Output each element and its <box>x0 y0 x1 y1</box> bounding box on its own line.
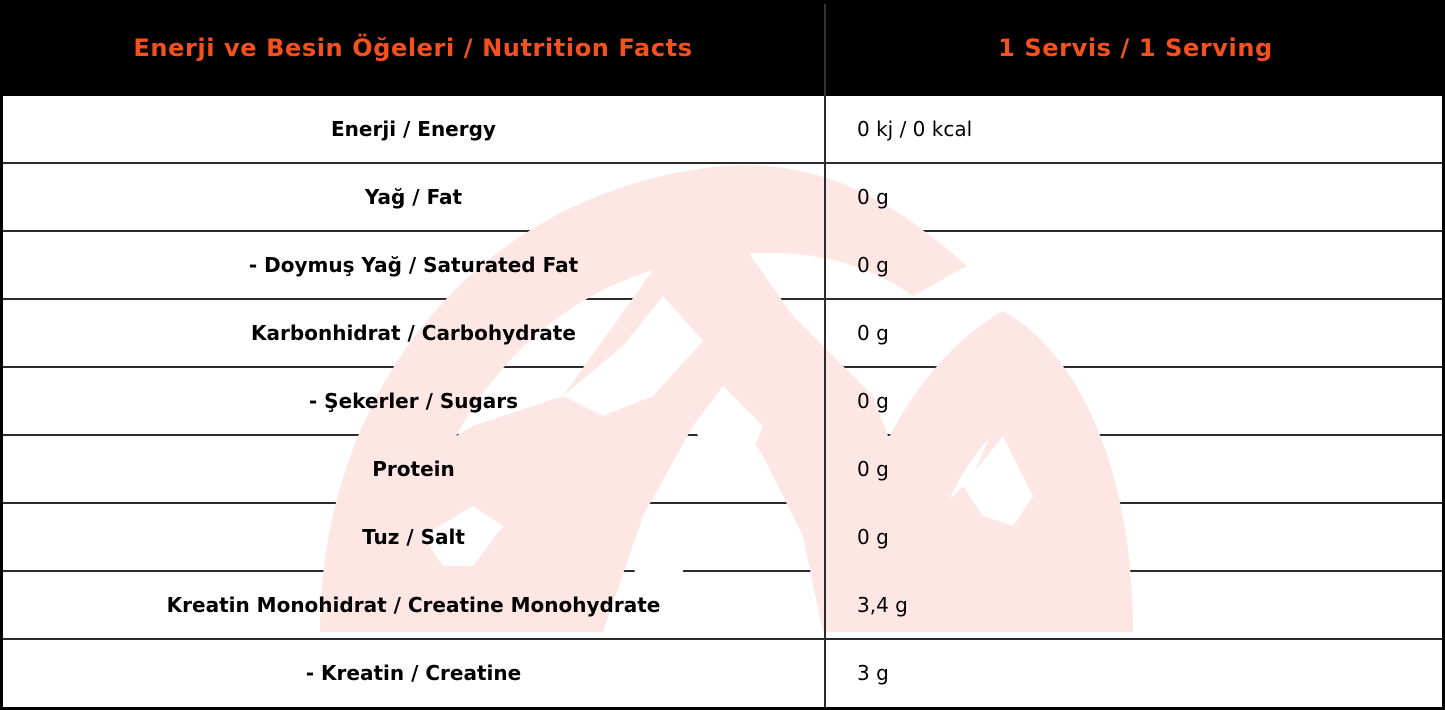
row-label: Tuz / Salt <box>362 525 465 549</box>
header-divider <box>824 4 826 96</box>
row-label: Karbonhidrat / Carbohydrate <box>251 321 576 345</box>
header-serving: 1 Servis / 1 Serving <box>998 34 1273 62</box>
row-label: Kreatin Monohidrat / Creatine Monohydrat… <box>166 593 661 617</box>
row-value: 3,4 g <box>857 593 908 617</box>
table-row: Protein 0 g <box>3 436 1442 504</box>
row-value: 3 g <box>857 661 889 685</box>
row-value: 0 g <box>857 389 889 413</box>
column-divider <box>824 96 826 707</box>
table-body: Enerji / Energy 0 kj / 0 kcal Yağ / Fat … <box>3 96 1442 707</box>
row-value: 0 g <box>857 457 889 481</box>
row-value: 0 g <box>857 253 889 277</box>
table-row: Karbonhidrat / Carbohydrate 0 g <box>3 300 1442 368</box>
table-row: Yağ / Fat 0 g <box>3 164 1442 232</box>
table-row: Tuz / Salt 0 g <box>3 504 1442 572</box>
table-row: - Şekerler / Sugars 0 g <box>3 368 1442 436</box>
row-value: 0 kj / 0 kcal <box>857 117 973 141</box>
table-row: Kreatin Monohidrat / Creatine Monohydrat… <box>3 572 1442 640</box>
row-label: - Doymuş Yağ / Saturated Fat <box>248 253 579 277</box>
row-value: 0 g <box>857 321 889 345</box>
row-label: Protein <box>372 457 455 481</box>
row-value: 0 g <box>857 185 889 209</box>
row-label: - Kreatin / Creatine <box>305 661 522 685</box>
row-value: 0 g <box>857 525 889 549</box>
table-header: Enerji ve Besin Öğeleri / Nutrition Fact… <box>0 0 1445 96</box>
table-row: Enerji / Energy 0 kj / 0 kcal <box>3 96 1442 164</box>
header-nutrition-facts: Enerji ve Besin Öğeleri / Nutrition Fact… <box>133 34 693 62</box>
table-row: - Kreatin / Creatine 3 g <box>3 640 1442 708</box>
row-label: - Şekerler / Sugars <box>308 389 519 413</box>
table-row: - Doymuş Yağ / Saturated Fat 0 g <box>3 232 1442 300</box>
row-label: Yağ / Fat <box>364 185 463 209</box>
row-label: Enerji / Energy <box>331 117 496 141</box>
